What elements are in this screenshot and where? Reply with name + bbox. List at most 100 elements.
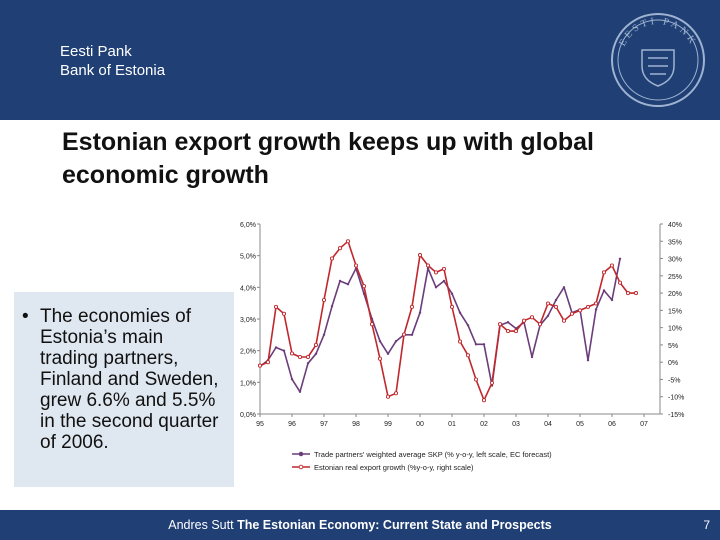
right-axis-tick-label: -10%: [668, 395, 684, 402]
right-axis-tick-label: -15%: [668, 412, 684, 419]
data-point-partners: [346, 283, 350, 286]
data-point-exports: [553, 304, 559, 309]
bank-seal-logo: EESTI PANK: [611, 13, 705, 107]
data-point-partners: [434, 286, 438, 289]
legend-marker-exports: [298, 464, 304, 470]
right-axis-tick-label: 40%: [668, 222, 682, 229]
seal-shield: [641, 49, 675, 87]
data-point-exports: [369, 322, 375, 327]
data-point-partners: [482, 343, 486, 346]
data-point-exports: [513, 329, 519, 334]
x-axis-tick-label: 04: [544, 421, 552, 428]
left-axis-tick-label: 4,0%: [240, 285, 256, 292]
bullet-panel: [14, 292, 234, 487]
x-axis-tick-label: 06: [608, 421, 616, 428]
data-point-exports: [353, 263, 359, 268]
data-point-exports: [561, 318, 567, 323]
data-point-exports: [265, 360, 271, 365]
x-axis-tick-label: 02: [480, 421, 488, 428]
data-point-exports: [489, 380, 495, 385]
right-axis-tick-label: 5%: [668, 343, 678, 350]
data-point-exports: [377, 356, 383, 361]
data-point-partners: [362, 292, 366, 295]
seal-text: EESTI PANK: [617, 16, 696, 48]
legend-marker-partners: [298, 451, 304, 457]
data-point-exports: [385, 394, 391, 399]
data-point-exports: [273, 304, 279, 309]
series-line-partners: [259, 258, 621, 393]
data-point-partners: [506, 321, 510, 324]
bullet-point: • The economies of Estonia’s main tradin…: [22, 306, 222, 453]
data-point-partners: [378, 340, 382, 343]
data-point-exports: [609, 263, 615, 268]
data-point-partners: [322, 333, 326, 336]
data-point-exports: [441, 266, 447, 271]
data-point-exports: [321, 297, 327, 303]
data-point-exports: [337, 246, 343, 251]
left-axis-tick-label: 3,0%: [240, 317, 256, 324]
data-point-exports: [481, 398, 487, 403]
export-growth-chart: 6,0% 5,0% 4,0% 3,0% 2,0% 1,0% 0,0% 40% 35% 30% 25%…: [240, 222, 684, 472]
data-point-partners: [594, 308, 598, 311]
data-point-partners: [562, 286, 566, 289]
brand-line-estonian: Eesti Pank: [60, 43, 132, 60]
data-point-exports: [529, 315, 535, 320]
right-axis-tick-label: 25%: [668, 274, 682, 281]
x-axis-tick-label: 03: [512, 421, 520, 428]
data-point-partners: [418, 311, 422, 314]
page-number: 7: [703, 518, 710, 532]
left-axis-tick-label: 0,0%: [240, 412, 256, 419]
data-point-exports: [425, 263, 431, 268]
x-axis-tick-label: 00: [416, 421, 424, 428]
data-point-partners: [338, 279, 342, 283]
x-axis-tick-label: 96: [288, 421, 296, 428]
right-axis-tick-label: 20%: [668, 291, 682, 298]
left-axis-tick-label: 5,0%: [240, 254, 256, 261]
data-point-partners: [602, 289, 606, 292]
data-point-exports: [593, 301, 599, 306]
data-point-partners: [586, 359, 590, 362]
data-point-exports: [393, 391, 399, 396]
x-axis-tick-label: 99: [384, 421, 392, 428]
data-point-exports: [305, 354, 311, 360]
data-point-exports: [289, 351, 295, 356]
data-point-partners: [458, 311, 462, 314]
data-point-exports: [601, 270, 607, 275]
data-point-exports: [569, 311, 575, 316]
data-point-partners: [386, 352, 390, 355]
footer-bar: Andres Sutt The Estonian Economy: Curren…: [0, 510, 720, 540]
data-point-exports: [521, 318, 527, 323]
data-point-partners: [298, 390, 302, 393]
data-point-partners: [306, 362, 310, 365]
left-axis-tick-label: 1,0%: [240, 380, 256, 387]
footer-presentation-title: The Estonian Economy: Current State and …: [237, 518, 552, 532]
brand-name: Eesti Pank Bank of Estonia: [60, 42, 165, 80]
right-axis-tick-label: 35%: [668, 239, 682, 246]
x-axis-tick-label: 05: [576, 421, 584, 428]
data-point-partners: [618, 257, 622, 260]
legend-label-partners: Trade partners' weighted average SKP (% …: [314, 450, 552, 459]
data-point-exports: [537, 322, 543, 327]
left-axis-tick-label: 2,0%: [240, 349, 256, 356]
data-point-partners: [330, 305, 334, 308]
data-point-partners: [530, 355, 534, 359]
legend-label-exports: Estonian real export growth (%y-o-y, rig…: [314, 463, 474, 472]
data-point-partners: [450, 292, 454, 295]
data-point-partners: [274, 346, 278, 349]
data-point-exports: [617, 280, 623, 285]
data-point-exports: [545, 301, 551, 306]
data-point-exports: [497, 322, 503, 327]
data-point-exports: [633, 291, 639, 296]
x-axis-tick-label: 97: [320, 421, 328, 428]
x-axis-tick-label: 95: [256, 421, 264, 428]
data-point-exports: [401, 332, 407, 337]
data-point-partners: [554, 298, 558, 302]
data-point-exports: [257, 363, 263, 368]
right-axis-tick-label: 30%: [668, 257, 682, 264]
data-point-exports: [505, 329, 511, 334]
slide-title: Estonian export growth keeps up with glo…: [62, 128, 594, 189]
data-point-exports: [625, 291, 631, 296]
data-point-exports: [297, 354, 303, 360]
data-point-partners: [546, 314, 550, 317]
right-axis-tick-label: 15%: [668, 308, 682, 315]
